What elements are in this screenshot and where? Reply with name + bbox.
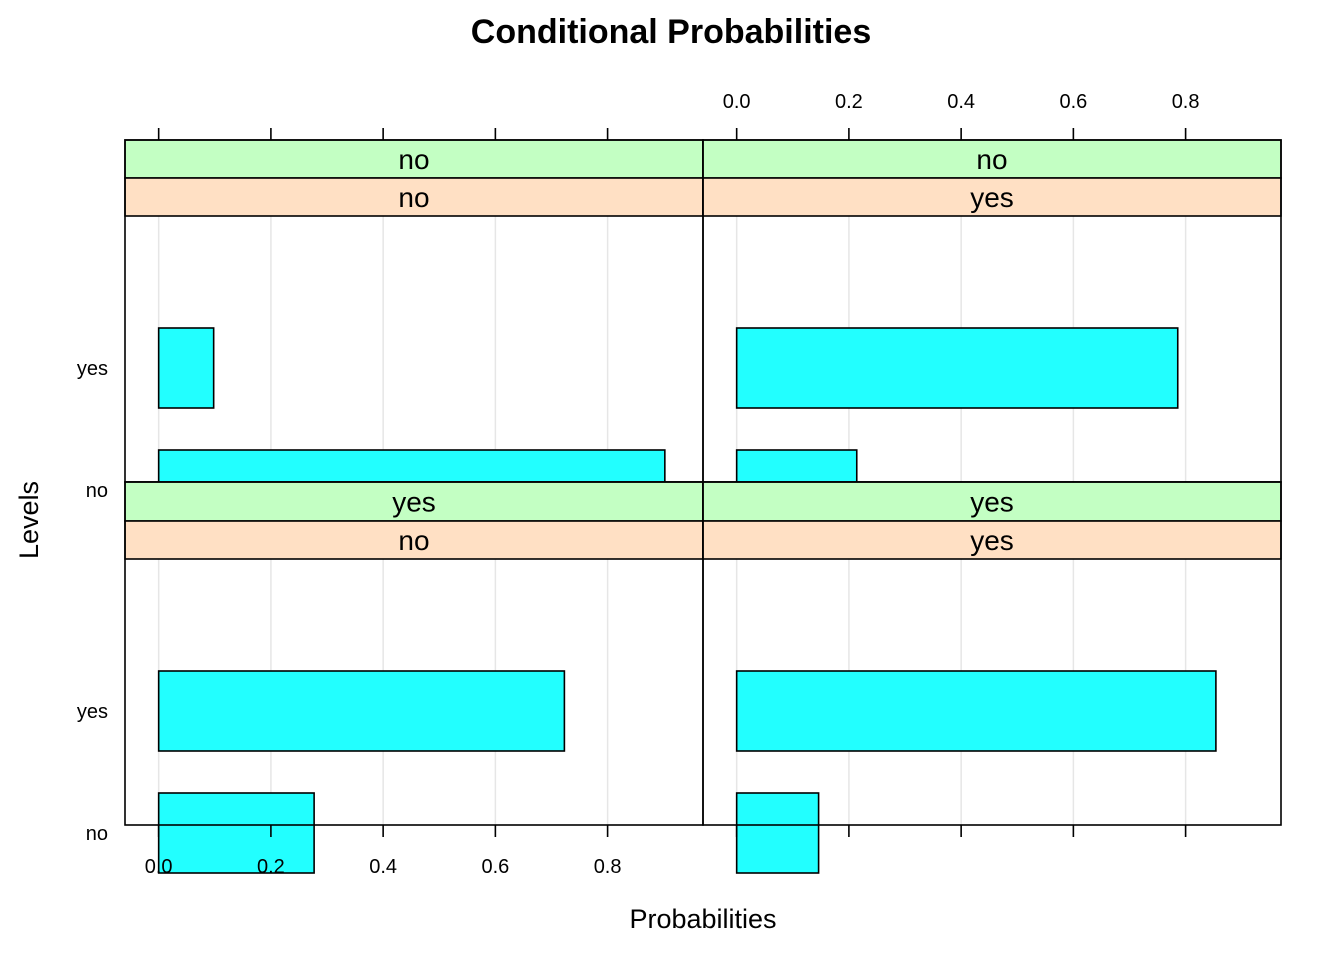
strip-top-label: no <box>976 144 1007 175</box>
strip-bottom <box>702 520 1282 560</box>
y-tick-label-yes: yes <box>77 701 108 723</box>
strip-bottom-label: yes <box>970 525 1014 556</box>
panel-border <box>702 481 1282 826</box>
x-tick-label-bottom: 0.4 <box>369 856 397 878</box>
bar-yes <box>735 670 1217 752</box>
x-tick-label-bottom: 0.0 <box>145 856 173 878</box>
y-axis-label: Levels <box>14 481 44 559</box>
x-tick-label-top: 0.2 <box>835 91 863 113</box>
bar-yes <box>157 327 215 409</box>
bar-yes <box>735 327 1179 409</box>
x-axis-label: Probabilities <box>629 904 776 934</box>
x-tick-label-bottom: 0.6 <box>481 856 509 878</box>
strip-top <box>702 139 1282 179</box>
strip-top <box>124 139 704 179</box>
y-tick-label-no: no <box>86 480 108 502</box>
strip-bottom-label: no <box>398 182 429 213</box>
x-tick-label-bottom: 0.2 <box>257 856 285 878</box>
strip-top-label: no <box>398 144 429 175</box>
x-tick-label-bottom: 0.8 <box>594 856 622 878</box>
strip-bottom-label: yes <box>970 182 1014 213</box>
chart-title: Conditional Probabilities <box>471 13 871 51</box>
strip-bottom-label: no <box>398 525 429 556</box>
strip-bottom <box>702 177 1282 217</box>
strip-top-label: yes <box>392 487 436 518</box>
x-tick-label-top: 0.0 <box>723 91 751 113</box>
axes-layer: no yes no yes 0.0 0.2 0.4 0.6 0.8 0.0 0.2 0.4 0.6 0.8 <box>77 91 1200 878</box>
bar-no <box>735 792 820 874</box>
x-tick-label-top: 0.4 <box>947 91 975 113</box>
strip-bottom <box>124 520 704 560</box>
x-tick-label-top: 0.8 <box>1172 91 1200 113</box>
panels-layer: no no no yes yes no yes yes <box>124 139 1282 874</box>
y-tick-label-no: no <box>86 823 108 845</box>
y-tick-label-yes: yes <box>77 358 108 380</box>
strip-top-label: yes <box>970 487 1014 518</box>
x-tick-label-top: 0.6 <box>1059 91 1087 113</box>
strip-top <box>702 481 1282 522</box>
bar-yes <box>157 670 566 752</box>
bar-no <box>157 792 315 874</box>
